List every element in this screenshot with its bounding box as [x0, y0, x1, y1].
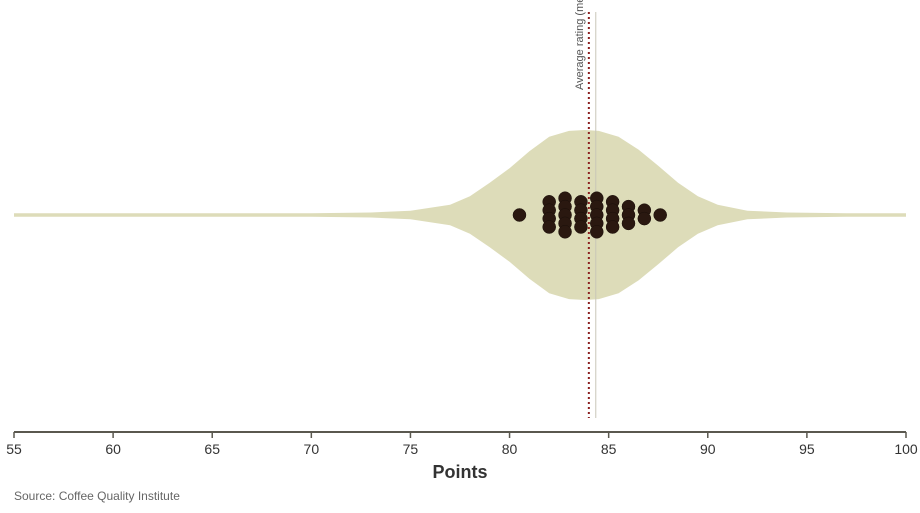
x-axis-tick-label: 95: [799, 441, 815, 457]
x-axis-tick-label: 70: [304, 441, 320, 457]
x-axis-tick-label: 80: [502, 441, 518, 457]
data-point: [606, 221, 619, 234]
data-point: [574, 221, 587, 234]
data-point: [654, 209, 667, 222]
data-point: [543, 221, 556, 234]
data-point: [638, 212, 651, 225]
mean-line-label: Average rating (mean): [574, 0, 586, 90]
x-axis-tick-label: 65: [204, 441, 220, 457]
data-point: [622, 217, 635, 230]
x-axis-tick-label: 75: [403, 441, 419, 457]
x-axis-tick-label: 55: [6, 441, 22, 457]
violin-shape: [14, 130, 906, 300]
x-axis-tick-label: 85: [601, 441, 617, 457]
chart-svg: Average rating (mean) 55 60 65 70 75 80 85 90 95 1…: [0, 0, 920, 513]
data-point: [513, 209, 526, 222]
x-axis-title: Points: [432, 462, 487, 482]
data-point: [590, 225, 603, 238]
x-axis-tick-label: 90: [700, 441, 716, 457]
data-point: [559, 225, 572, 238]
x-axis-tick-label: 60: [105, 441, 121, 457]
chart-container: Average rating (mean) 55 60 65 70 75 80 85 90 95 1…: [0, 0, 920, 513]
x-axis-tick-label: 100: [894, 441, 918, 457]
source-credit: Source: Coffee Quality Institute: [14, 489, 180, 503]
